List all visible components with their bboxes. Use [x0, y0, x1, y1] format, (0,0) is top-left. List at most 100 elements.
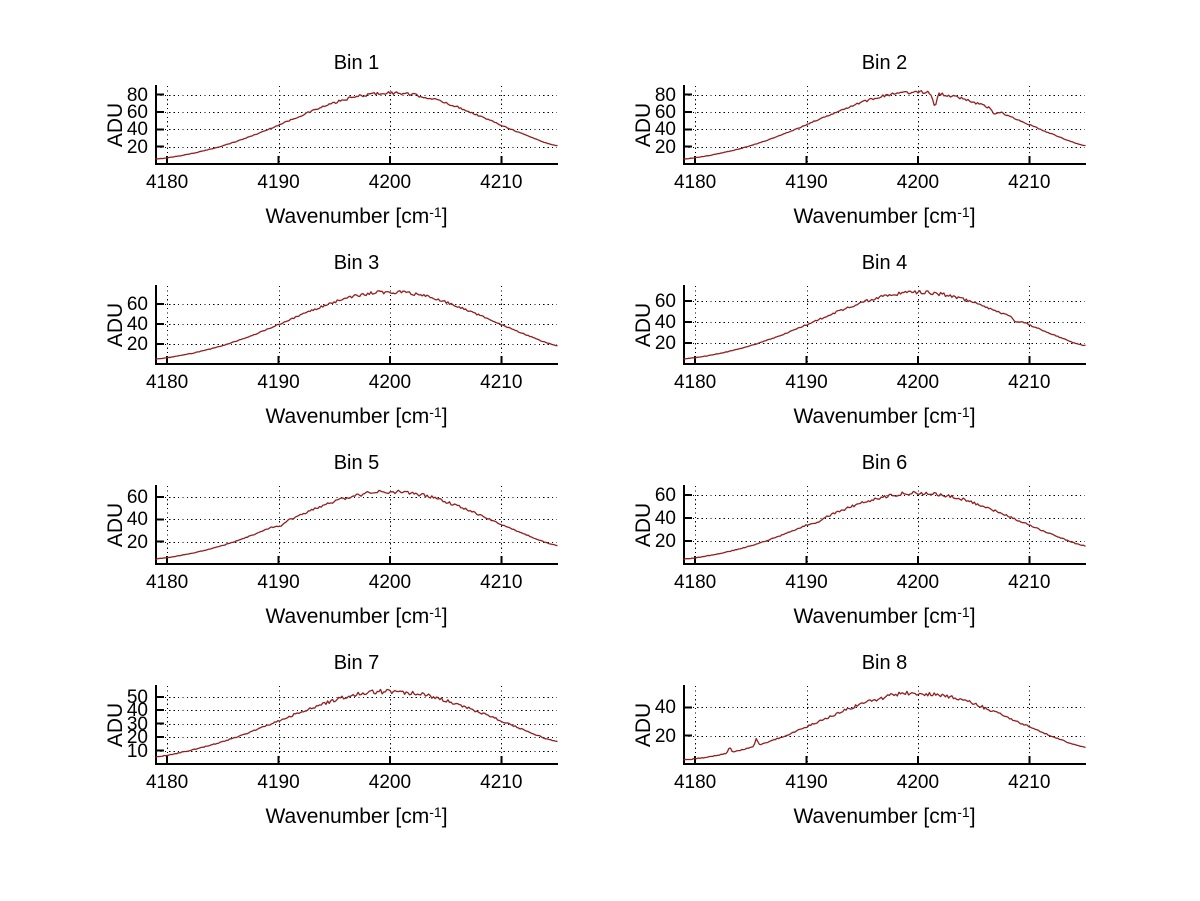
y-tick-label: 60 [654, 485, 676, 507]
spectrum-line [155, 489, 558, 560]
x-axis-label-superscript: -1 [429, 804, 442, 820]
plot-area [155, 685, 558, 765]
x-tick-label: 4200 [896, 572, 940, 593]
x-tick-label: 4200 [896, 772, 940, 793]
y-tick-label: 40 [126, 314, 148, 335]
x-tick-label: 4210 [480, 172, 523, 193]
x-tick-label: 4200 [896, 372, 940, 393]
y-tick-label: 40 [654, 119, 676, 141]
y-tick-label: 20 [654, 332, 676, 354]
plot-title: Bin 2 [861, 52, 908, 74]
x-axis-label-bracket: ] [969, 405, 976, 428]
plot-area [683, 285, 1086, 365]
x-tick-label: 4210 [480, 572, 523, 593]
y-tick-label: 20 [654, 725, 676, 747]
x-axis-label-bracket: ] [441, 605, 448, 628]
spectrum-line [683, 290, 1086, 360]
x-tick-label: 4190 [257, 772, 300, 793]
x-axis-label: Wavenumber [cm-1] [684, 600, 1085, 629]
y-tick-label: 60 [126, 487, 148, 509]
x-axis-label-bracket: ] [969, 805, 976, 828]
x-tick-label: 4180 [145, 172, 189, 193]
x-axis-label-superscript: -1 [957, 804, 970, 820]
x-axis-label-superscript: -1 [957, 604, 970, 620]
x-axis-label-bracket: ] [969, 205, 976, 228]
y-tick-label: 20 [126, 531, 148, 553]
x-tick-label: 4200 [368, 572, 412, 593]
x-axis-label: Wavenumber [cm-1] [684, 400, 1085, 429]
x-tick-label: 4190 [785, 772, 828, 793]
x-tick-label: 4180 [145, 372, 189, 393]
x-axis-label-text: Wavenumber [cm [793, 405, 958, 428]
plot-title: Bin 7 [333, 652, 380, 674]
x-tick-label: 4180 [673, 172, 717, 193]
plot-title: Bin 8 [861, 652, 908, 674]
plot-title: Bin 3 [333, 252, 380, 274]
y-tick-label: 20 [126, 727, 148, 749]
x-axis-label-text: Wavenumber [cm [265, 605, 430, 628]
y-tick-label: 20 [126, 136, 148, 158]
x-axis-label-bracket: ] [441, 205, 448, 228]
y-tick-label: 40 [654, 508, 676, 530]
plot-area [683, 485, 1086, 565]
plot-area [155, 85, 558, 165]
plot-area [155, 485, 558, 565]
y-tick-label: 40 [654, 311, 676, 333]
y-tick-label: 50 [126, 686, 148, 708]
y-tick-label: 80 [126, 84, 148, 106]
y-tick-label: 60 [126, 294, 148, 315]
plot-area [683, 85, 1086, 165]
x-axis-label-text: Wavenumber [cm [793, 205, 958, 228]
x-axis-label-superscript: -1 [429, 404, 442, 420]
x-tick-label: 4200 [896, 172, 940, 193]
x-tick-label: 4210 [1008, 172, 1051, 193]
x-tick-label: 4190 [257, 172, 300, 193]
x-tick-label: 4200 [368, 772, 412, 793]
x-axis-label-superscript: -1 [429, 604, 442, 620]
spectrum-line [155, 91, 558, 160]
spectrum-line [683, 690, 1086, 761]
x-axis-label-text: Wavenumber [cm [265, 805, 430, 828]
x-axis-label: Wavenumber [cm-1] [156, 400, 557, 429]
x-tick-label: 4190 [785, 572, 828, 593]
y-tick-label: 10 [126, 740, 148, 762]
x-tick-label: 4190 [785, 372, 828, 393]
x-tick-label: 4200 [368, 172, 412, 193]
x-tick-label: 4180 [673, 572, 717, 593]
y-tick-label: 20 [654, 531, 676, 553]
y-axis-label: ADU [632, 702, 655, 748]
x-axis-label: Wavenumber [cm-1] [684, 200, 1085, 229]
x-tick-label: 4190 [257, 372, 300, 393]
plot-title: Bin 5 [333, 452, 380, 474]
x-tick-label: 4180 [673, 772, 717, 793]
spectrum-line [683, 90, 1086, 160]
x-axis-label-bracket: ] [441, 405, 448, 428]
x-tick-label: 4210 [480, 772, 523, 793]
x-tick-label: 4210 [480, 372, 523, 393]
x-axis-label-superscript: -1 [957, 404, 970, 420]
x-axis-label: Wavenumber [cm-1] [156, 600, 557, 629]
y-tick-label: 40 [126, 700, 148, 722]
plot-area [155, 285, 558, 365]
y-tick-label: 40 [654, 697, 676, 719]
x-axis-label-bracket: ] [969, 605, 976, 628]
spectrum-line [683, 490, 1086, 560]
plot-area [683, 685, 1086, 765]
y-tick-label: 60 [126, 102, 148, 123]
y-tick-label: 80 [654, 84, 676, 106]
plot-title: Bin 1 [333, 52, 380, 74]
x-axis-label-superscript: -1 [957, 204, 970, 220]
x-tick-label: 4210 [1008, 372, 1051, 393]
plot-title: Bin 4 [861, 252, 908, 274]
x-axis-label-superscript: -1 [429, 204, 442, 220]
y-tick-label: 30 [126, 713, 148, 735]
y-tick-label: 40 [126, 119, 148, 141]
x-tick-label: 4210 [1008, 772, 1051, 793]
y-tick-label: 40 [126, 509, 148, 531]
y-tick-label: 60 [654, 290, 676, 312]
x-tick-label: 4180 [145, 772, 189, 793]
spectrum-line [155, 688, 558, 758]
y-tick-label: 20 [654, 136, 676, 158]
x-axis-label-text: Wavenumber [cm [793, 805, 958, 828]
spectrum-line [155, 290, 558, 360]
